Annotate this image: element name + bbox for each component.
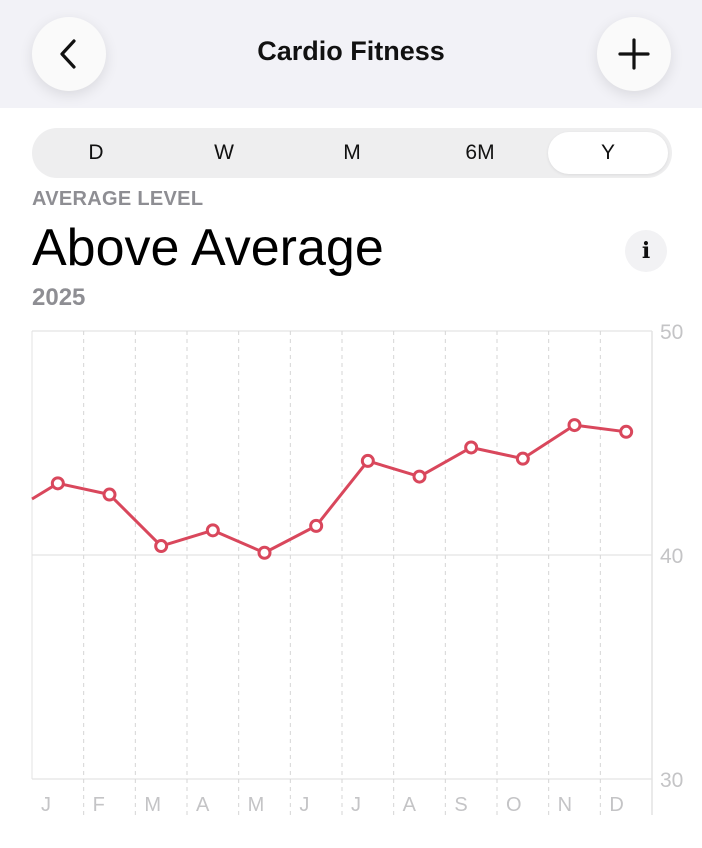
data-point	[515, 451, 530, 466]
x-tick-label: M	[144, 794, 161, 816]
y-tick-label: 50	[660, 321, 683, 344]
nav-header: Cardio Fitness	[0, 0, 702, 108]
data-point	[50, 476, 65, 491]
info-icon[interactable]: i	[625, 230, 667, 272]
cardio-fitness-chart[interactable]: 30 40 50 J F M A M J J A S O N D	[0, 310, 702, 830]
data-point	[619, 424, 634, 439]
x-tick-label: F	[93, 794, 105, 816]
x-tick-label: N	[558, 794, 572, 816]
summary-period: 2025	[32, 284, 86, 311]
back-button[interactable]	[32, 17, 106, 91]
x-tick-label: A	[403, 794, 417, 816]
x-tick-label: M	[248, 794, 265, 816]
series-line	[31, 423, 627, 555]
x-tick-label: A	[196, 794, 210, 816]
data-point	[205, 523, 220, 538]
data-point	[309, 518, 324, 533]
plus-icon	[618, 38, 650, 70]
x-tick-label: J	[41, 794, 51, 816]
data-point	[257, 545, 272, 560]
y-tick-label: 30	[660, 769, 683, 792]
time-range-segmented-control: D W M 6M Y	[32, 128, 672, 178]
data-point	[464, 440, 479, 455]
x-tick-label: O	[506, 794, 522, 816]
data-point	[412, 469, 427, 484]
segment-week[interactable]: W	[214, 141, 234, 164]
data-point	[360, 453, 375, 468]
data-point	[154, 539, 169, 554]
data-point	[567, 418, 582, 433]
segment-day[interactable]: D	[88, 141, 104, 164]
x-tick-label: J	[299, 794, 309, 816]
data-point	[102, 487, 117, 502]
segment-month[interactable]: M	[343, 141, 361, 164]
x-tick-label: D	[609, 794, 623, 816]
segment-year[interactable]: Y	[548, 132, 668, 174]
y-tick-label: 40	[660, 545, 683, 568]
summary-value: Above Average	[32, 219, 384, 277]
page-title: Cardio Fitness	[257, 36, 445, 66]
add-button[interactable]	[597, 17, 671, 91]
x-tick-label: J	[351, 794, 361, 816]
segment-6-months[interactable]: 6M	[465, 141, 495, 164]
summary-label: AVERAGE LEVEL	[32, 188, 204, 210]
chevron-left-icon	[60, 39, 76, 69]
x-tick-label: S	[454, 794, 467, 816]
